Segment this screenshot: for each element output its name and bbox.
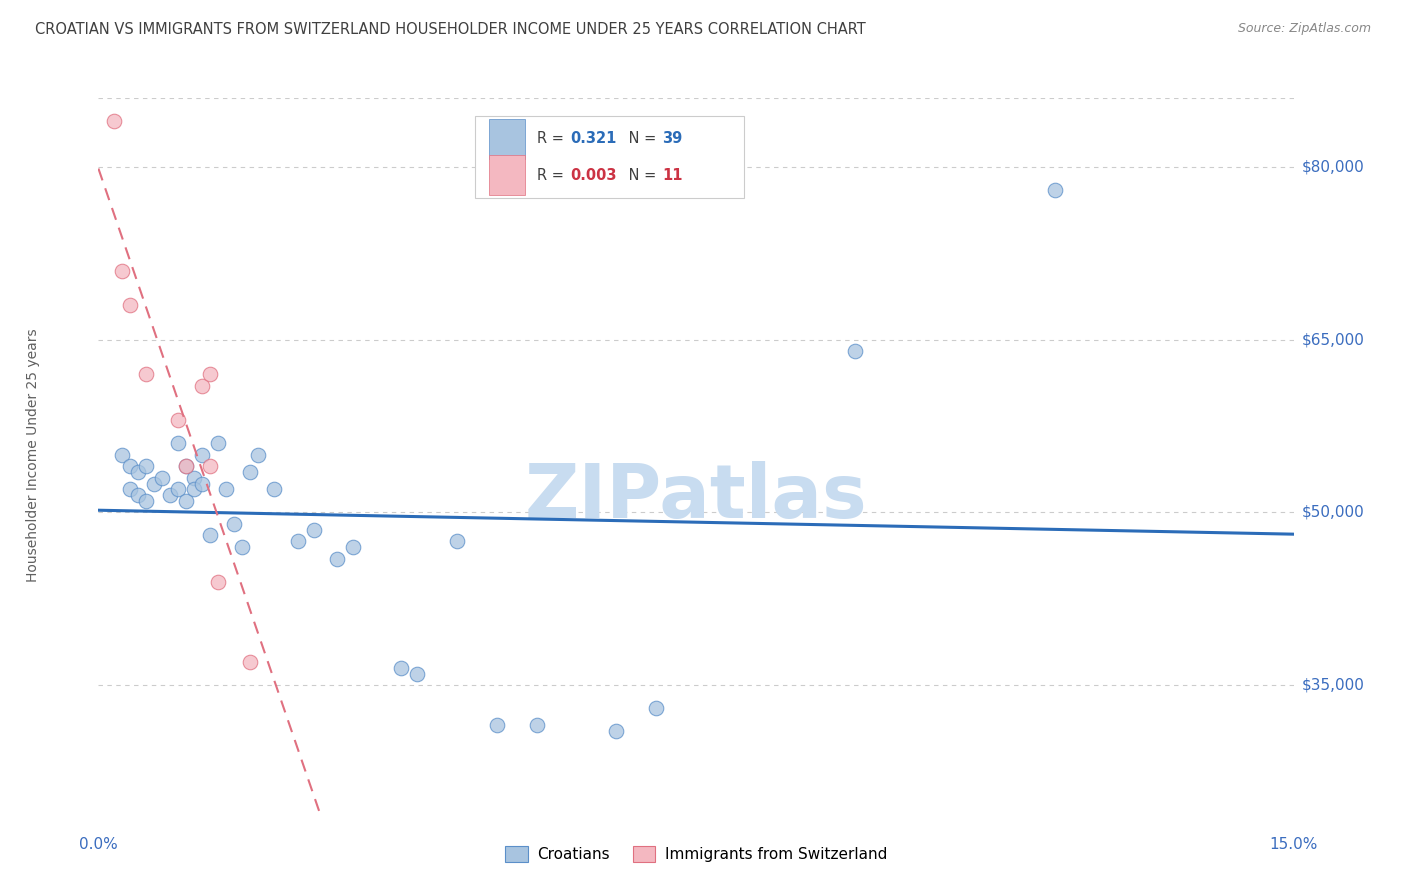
Point [342, 540, 364, 554]
Point [389, 661, 412, 675]
Point [198, 368, 221, 382]
Point [287, 534, 309, 549]
Text: $50,000: $50,000 [1302, 505, 1365, 520]
Point [215, 483, 238, 497]
Point [207, 436, 229, 450]
Point [239, 465, 262, 479]
Point [191, 379, 214, 393]
FancyBboxPatch shape [489, 120, 524, 159]
Point [183, 483, 205, 497]
Point [191, 476, 214, 491]
Point [191, 448, 214, 462]
Point [120, 483, 142, 497]
Point [406, 666, 429, 681]
Point [605, 724, 627, 739]
Point [111, 264, 134, 278]
Point [207, 574, 229, 589]
Text: $35,000: $35,000 [1302, 678, 1365, 692]
Point [167, 413, 190, 427]
Point [326, 551, 349, 566]
Text: 15.0%: 15.0% [1270, 837, 1317, 852]
Point [263, 483, 285, 497]
Point [198, 459, 221, 474]
Point [446, 534, 468, 549]
Point [302, 523, 325, 537]
Point [526, 718, 548, 732]
Point [246, 448, 269, 462]
Point [183, 471, 205, 485]
Text: ZIPatlas: ZIPatlas [524, 461, 868, 534]
Point [231, 540, 253, 554]
Point [120, 298, 142, 312]
Point [135, 494, 157, 508]
Text: N =: N = [624, 131, 661, 146]
Point [198, 528, 221, 542]
Point [645, 701, 668, 715]
Point [174, 494, 197, 508]
FancyBboxPatch shape [489, 155, 524, 194]
Point [239, 655, 262, 669]
Text: Householder Income Under 25 years: Householder Income Under 25 years [25, 328, 39, 582]
Text: $65,000: $65,000 [1302, 333, 1365, 347]
Point [174, 459, 197, 474]
Point [1043, 183, 1066, 197]
Text: R =: R = [537, 168, 568, 183]
Point [150, 471, 173, 485]
Legend: Croatians, Immigrants from Switzerland: Croatians, Immigrants from Switzerland [499, 840, 893, 868]
Point [135, 368, 157, 382]
Point [167, 436, 190, 450]
Text: Source: ZipAtlas.com: Source: ZipAtlas.com [1237, 22, 1371, 36]
Point [111, 448, 134, 462]
Point [135, 459, 157, 474]
Point [485, 718, 508, 732]
Point [222, 516, 245, 531]
Point [844, 344, 866, 359]
Text: 0.321: 0.321 [571, 131, 617, 146]
Point [143, 476, 166, 491]
Text: $80,000: $80,000 [1302, 160, 1365, 175]
Point [127, 488, 149, 502]
Point [127, 465, 149, 479]
Text: 0.003: 0.003 [571, 168, 617, 183]
Text: N =: N = [624, 168, 661, 183]
FancyBboxPatch shape [475, 116, 744, 198]
Text: 11: 11 [662, 168, 683, 183]
Point [120, 459, 142, 474]
Text: 0.0%: 0.0% [79, 837, 118, 852]
Text: 39: 39 [662, 131, 683, 146]
Point [167, 483, 190, 497]
Point [103, 114, 125, 128]
Point [159, 488, 181, 502]
Point [174, 459, 197, 474]
Text: CROATIAN VS IMMIGRANTS FROM SWITZERLAND HOUSEHOLDER INCOME UNDER 25 YEARS CORREL: CROATIAN VS IMMIGRANTS FROM SWITZERLAND … [35, 22, 866, 37]
Text: R =: R = [537, 131, 568, 146]
